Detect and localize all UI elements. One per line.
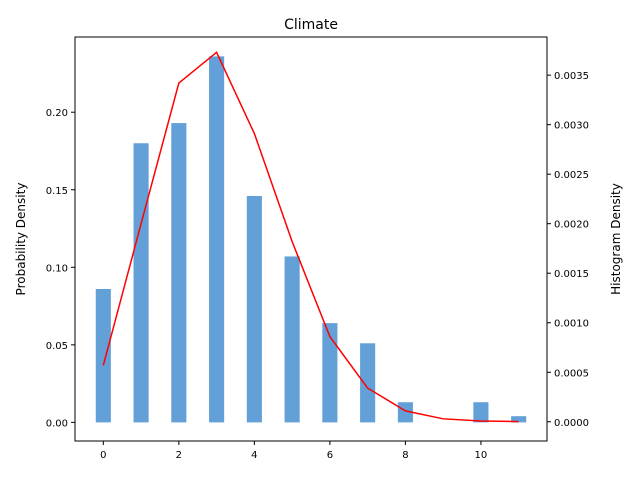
y-right-tick-label: 0.0025 bbox=[554, 170, 589, 181]
bar bbox=[209, 56, 225, 423]
line-series bbox=[102, 51, 519, 423]
bar bbox=[473, 402, 489, 423]
density-line bbox=[102, 51, 519, 423]
x-tick-label: 6 bbox=[327, 450, 333, 461]
y-right-tick-label: 0.0000 bbox=[554, 418, 589, 429]
bar bbox=[246, 195, 262, 423]
x-tick-label: 0 bbox=[100, 450, 106, 461]
y-right-tick-label: 0.0015 bbox=[554, 269, 589, 280]
bar bbox=[95, 289, 111, 423]
bar bbox=[322, 323, 338, 423]
y-axis-left-title: Probability Density bbox=[14, 183, 28, 296]
y-left-tick-label: 0.05 bbox=[46, 341, 68, 352]
y-right-tick-label: 0.0030 bbox=[554, 121, 589, 132]
x-tick-label: 8 bbox=[402, 450, 408, 461]
y-left-tick-label: 0.20 bbox=[46, 108, 68, 119]
chart-title: Climate bbox=[284, 17, 338, 33]
y-axis-left: 0.00 0.05 0.10 0.15 0.20 bbox=[46, 108, 75, 429]
x-tick-label: 4 bbox=[251, 450, 257, 461]
plot-frame bbox=[74, 36, 548, 442]
bar bbox=[360, 343, 376, 423]
y-right-tick-label: 0.0005 bbox=[554, 368, 589, 379]
bar bbox=[133, 143, 149, 423]
y-left-tick-label: 0.15 bbox=[46, 186, 68, 197]
bar-series bbox=[95, 56, 527, 423]
bar bbox=[284, 256, 300, 423]
y-axis-right: 0.0000 0.0005 0.0010 0.0015 0.0020 0.0025 0.00… bbox=[547, 71, 589, 429]
y-left-tick-label: 0.10 bbox=[46, 263, 68, 274]
y-left-tick-label: 0.00 bbox=[46, 418, 68, 429]
bar bbox=[171, 123, 187, 423]
x-axis: 0 2 4 6 8 10 bbox=[100, 441, 487, 461]
y-axis-right-title: Histogram Density bbox=[609, 183, 623, 295]
y-right-tick-label: 0.0010 bbox=[554, 319, 589, 330]
y-right-tick-label: 0.0035 bbox=[554, 71, 589, 82]
x-tick-label: 10 bbox=[475, 450, 488, 461]
bar bbox=[397, 402, 413, 423]
x-tick-label: 2 bbox=[176, 450, 182, 461]
y-right-tick-label: 0.0020 bbox=[554, 220, 589, 231]
bar bbox=[511, 416, 527, 423]
